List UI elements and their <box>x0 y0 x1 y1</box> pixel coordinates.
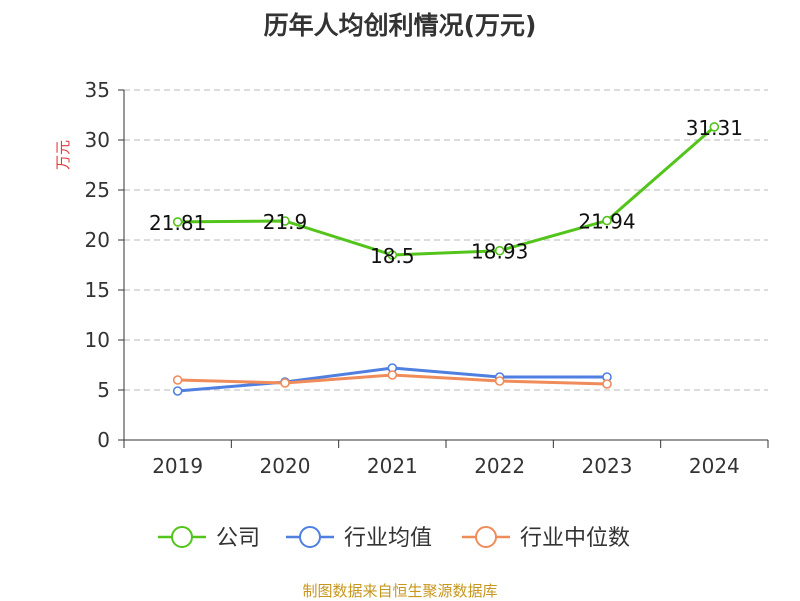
y-tick-label: 25 <box>85 178 110 202</box>
data-label: 18.93 <box>471 240 528 264</box>
legend-label: 行业中位数 <box>520 526 630 551</box>
data-point <box>602 215 612 226</box>
chart-title: 历年人均创利情况(万元) <box>263 11 537 40</box>
data-point <box>494 376 505 386</box>
data-point <box>602 379 612 389</box>
y-axis-label: 万元 <box>54 140 72 170</box>
data-label: 21.94 <box>578 210 635 234</box>
x-tick-label: 2022 <box>474 454 525 478</box>
legend-marker <box>475 526 497 548</box>
data-point <box>280 216 290 226</box>
y-tick-label: 30 <box>85 128 110 152</box>
legend-marker <box>299 526 321 548</box>
y-tick-label: 0 <box>97 428 110 452</box>
data-labels: 21.81 21.9 18.5 18.93 21.94 31.31 <box>149 116 743 268</box>
y-tick-label: 15 <box>85 278 110 302</box>
data-point <box>172 217 183 227</box>
series-lines <box>172 122 720 396</box>
legend-label: 公司 <box>216 526 260 551</box>
legend: 公司 行业均值 行业中位数 <box>158 526 630 551</box>
data-point <box>387 370 398 380</box>
data-label: 21.81 <box>149 211 206 235</box>
grid-lines <box>124 89 768 391</box>
data-point <box>387 250 398 260</box>
x-tick-label: 2021 <box>367 454 418 478</box>
x-tick-label: 2024 <box>689 454 740 478</box>
data-point <box>172 386 183 396</box>
source-note: 制图数据来自恒生聚源数据库 <box>302 582 498 600</box>
data-label: 21.9 <box>263 210 308 234</box>
legend-label: 行业均值 <box>344 526 432 551</box>
x-tick-label: 2020 <box>260 454 311 478</box>
data-point <box>280 378 290 388</box>
legend-marker <box>171 526 193 548</box>
data-point <box>172 375 183 385</box>
data-label: 18.5 <box>370 244 415 268</box>
series-line-0 <box>177 125 716 257</box>
data-label: 31.31 <box>686 116 743 140</box>
y-tick-label: 20 <box>85 228 110 252</box>
y-tick-label: 35 <box>85 78 110 102</box>
x-tick-label: 2019 <box>152 454 203 478</box>
y-tick-label: 10 <box>85 328 110 352</box>
x-tick-label: 2023 <box>582 454 633 478</box>
data-point <box>494 245 505 256</box>
axes: 0 5 10 15 20 25 30 35 2019 2020 2021 2022 2023 2024 万元 <box>54 78 769 478</box>
data-point <box>709 122 720 132</box>
y-tick-label: 5 <box>97 378 110 402</box>
